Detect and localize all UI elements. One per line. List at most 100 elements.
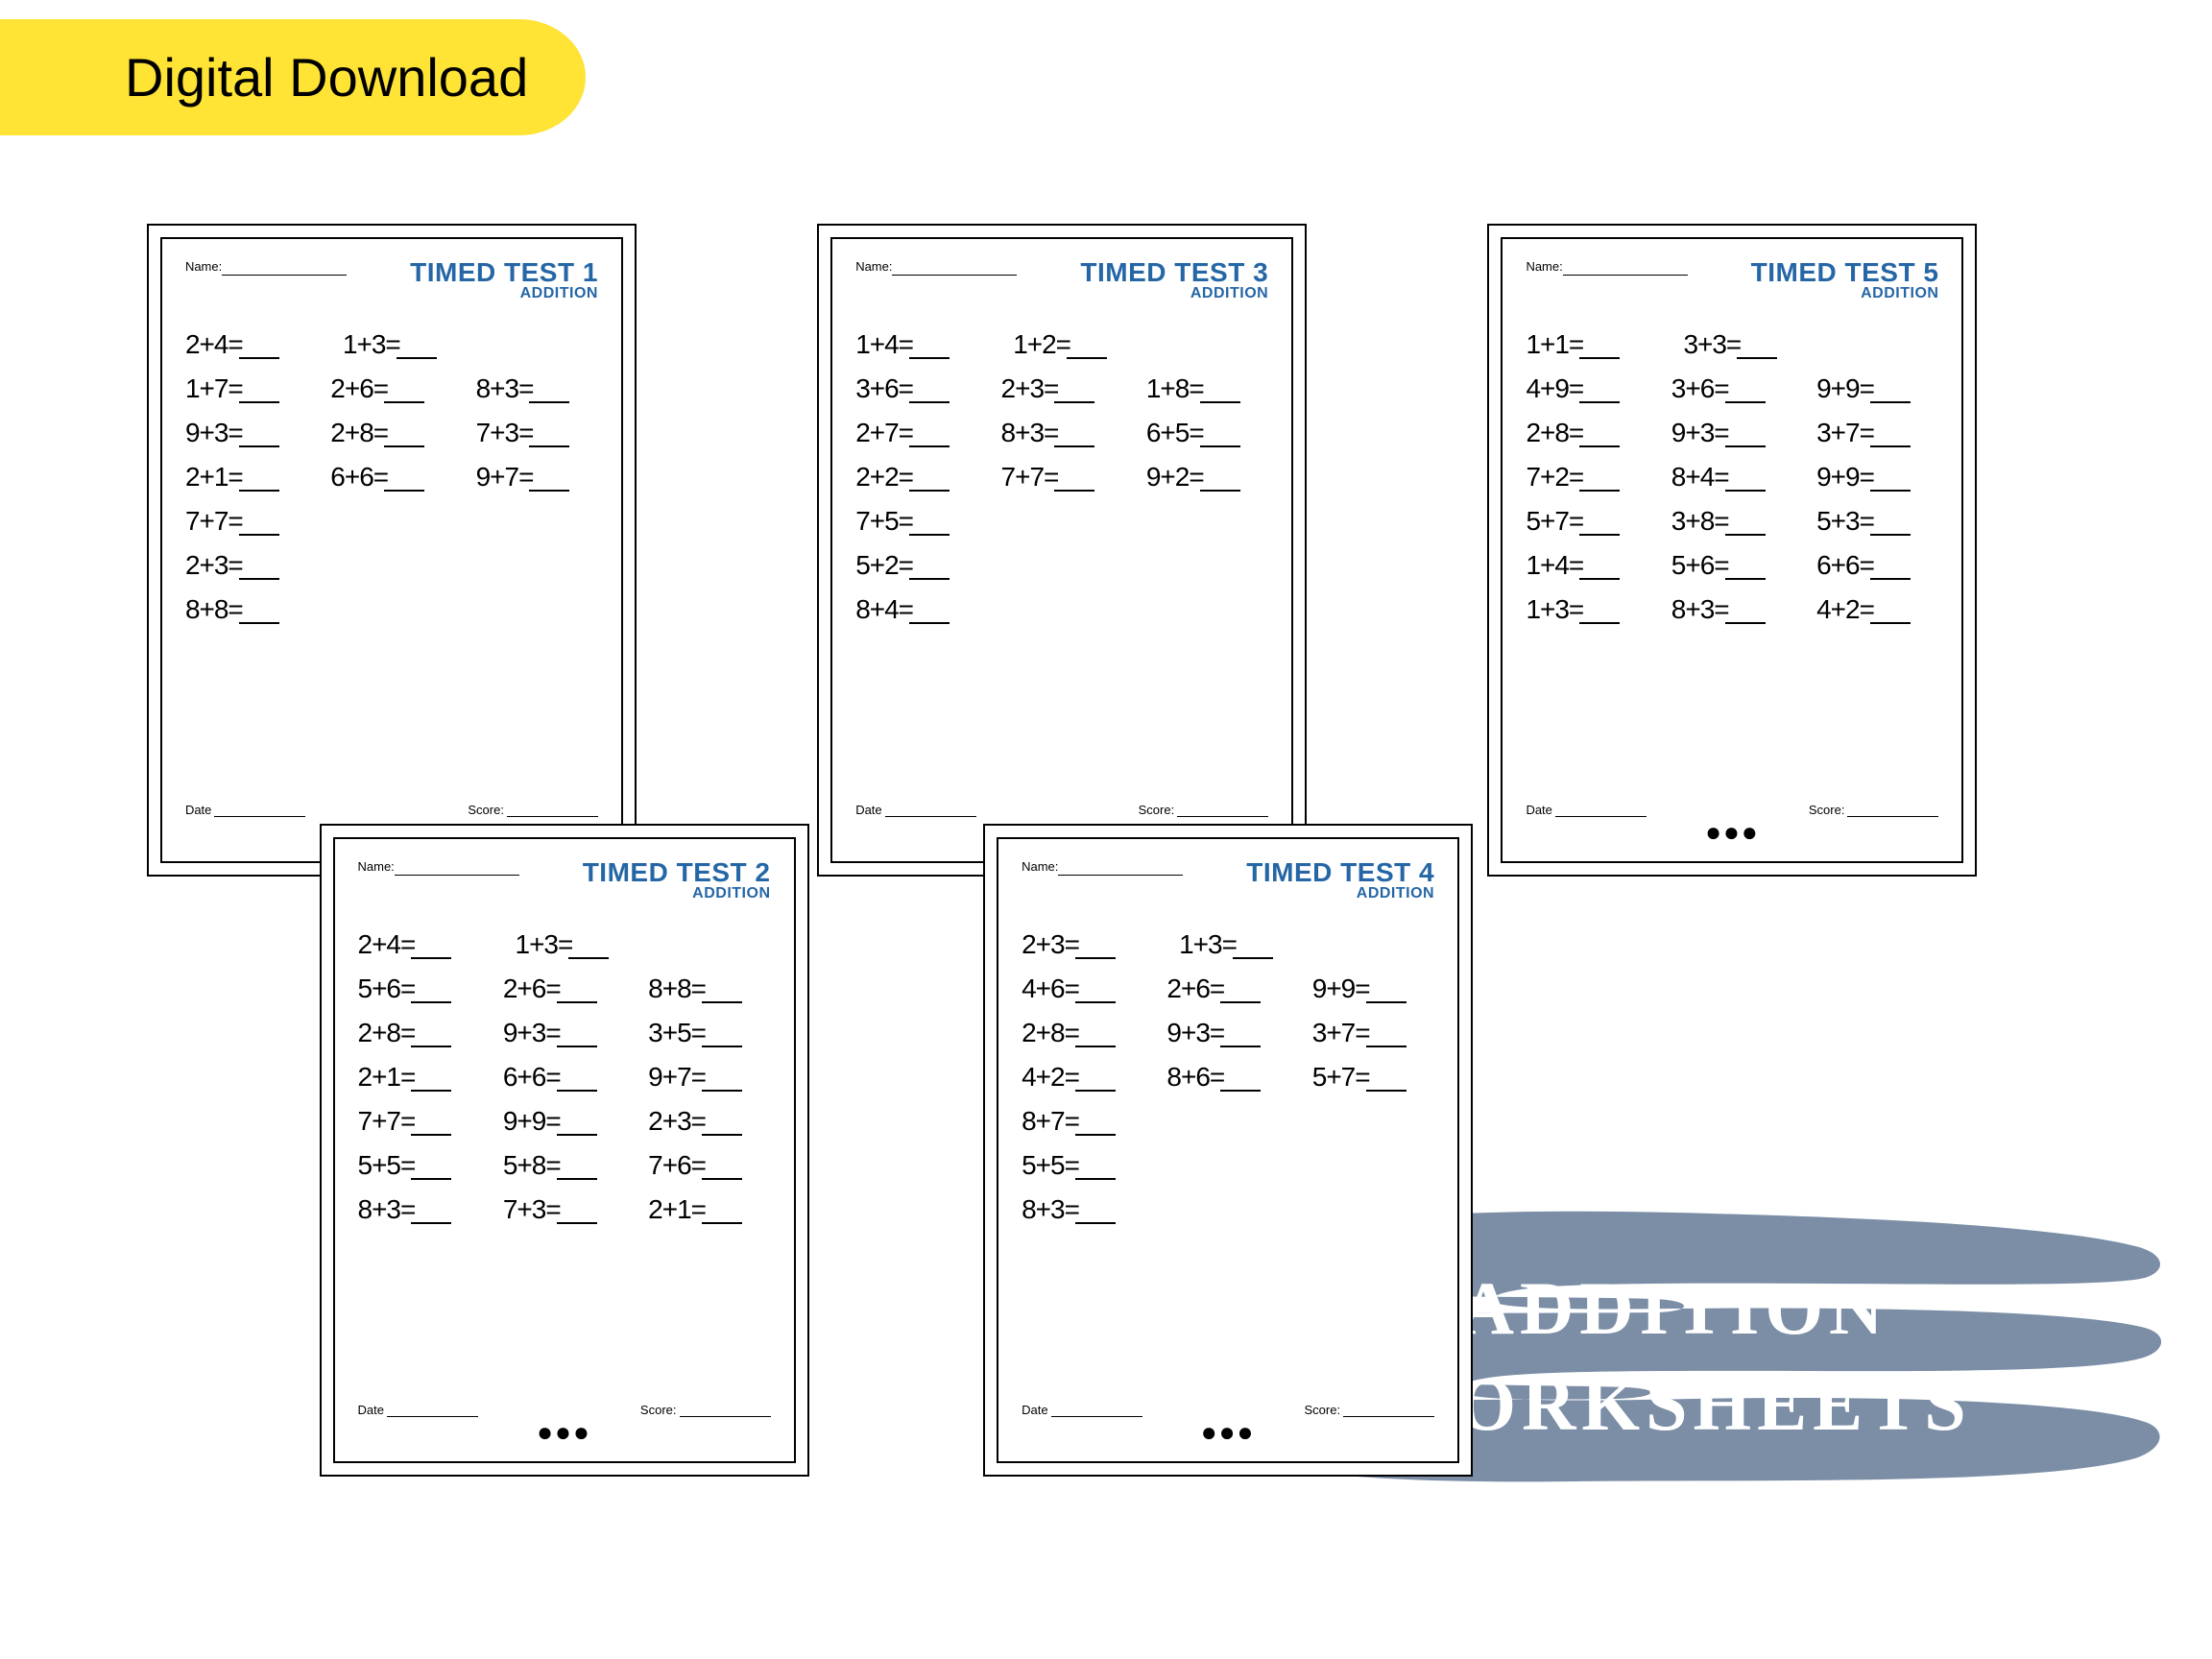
score-field: Score: — [1809, 803, 1939, 817]
addition-problem: 9+2= — [1146, 462, 1268, 493]
addition-problem: 1+3= — [343, 329, 477, 360]
addition-problem: 6+6= — [1816, 550, 1938, 581]
worksheet-row: 1+4=1+2= — [855, 329, 1268, 360]
worksheet: Name:TIMED TEST 5ADDITION1+1=3+3=4+9=3+6… — [1487, 224, 1977, 877]
addition-problem: 2+1= — [648, 1194, 770, 1225]
addition-problem: 2+8= — [330, 418, 452, 448]
name-label: Name: — [358, 859, 395, 874]
addition-problem: 9+3= — [503, 1018, 625, 1048]
addition-problem: 1+7= — [185, 373, 307, 404]
date-field: Date — [1526, 803, 1646, 817]
worksheet-row: 2+8= 9+3= 3+5= — [358, 1018, 771, 1048]
addition-problem: 2+3= — [648, 1106, 770, 1137]
worksheet-row: 4+2=8+6=5+7= — [1022, 1062, 1434, 1093]
worksheet-title: TIMED TEST 5 — [1751, 258, 1939, 286]
addition-problem: 2+8= — [1526, 418, 1647, 448]
addition-problem: 8+8= — [648, 974, 770, 1004]
addition-problem: 9+9= — [1816, 373, 1938, 404]
addition-problem: 7+6= — [648, 1150, 770, 1181]
worksheet-inner: Name:TIMED TEST 5ADDITION1+1=3+3=4+9=3+6… — [1501, 237, 1963, 863]
worksheet-subtitle: ADDITION — [1080, 286, 1268, 302]
worksheet-row: 5+5=5+8=7+6= — [358, 1150, 771, 1181]
addition-problem: 3+3= — [1683, 329, 1817, 360]
addition-problem: 8+6= — [1166, 1062, 1288, 1093]
worksheet-title-block: TIMED TEST 4ADDITION — [1246, 858, 1434, 902]
worksheet-title: TIMED TEST 1 — [410, 258, 598, 286]
addition-problem: 5+2= — [855, 550, 990, 581]
worksheet-footer: DateScore: — [358, 1403, 771, 1417]
addition-problem: 5+5= — [358, 1150, 480, 1181]
dots-icon: ●●● — [335, 1417, 794, 1448]
addition-problem: 3+5= — [648, 1018, 770, 1048]
worksheet-row: 1+3=8+3=4+2= — [1526, 594, 1938, 625]
worksheet: Name:TIMED TEST 4ADDITION2+3=1+3=4+6=2+6… — [983, 824, 1473, 1477]
addition-problem: 2+6= — [1166, 974, 1288, 1004]
worksheet-row: 2+1=6+6=9+7= — [358, 1062, 771, 1093]
digital-download-badge: Digital Download — [0, 19, 586, 135]
addition-problem: 9+9= — [1312, 974, 1434, 1004]
addition-problem: 8+3= — [1001, 418, 1123, 448]
addition-problem: 5+6= — [1671, 550, 1793, 581]
addition-problem: 1+1= — [1526, 329, 1660, 360]
addition-problem: 8+3= — [1022, 1194, 1156, 1225]
worksheet-header: Name: TIMED TEST 3ADDITION — [855, 258, 1268, 302]
worksheet-row: 2+4=1+3= — [185, 329, 598, 360]
addition-problem: 9+3= — [1671, 418, 1793, 448]
worksheet-inner: Name:TIMED TEST 3ADDITION1+4=1+2=3+6=2+3… — [830, 237, 1293, 863]
addition-problem: 8+4= — [1671, 462, 1793, 493]
worksheet-row: 7+5= — [855, 506, 1268, 537]
worksheet-row: 1+1= 3+3= — [1526, 329, 1938, 360]
worksheet-title: TIMED TEST 3 — [1080, 258, 1268, 286]
addition-problem: 3+7= — [1816, 418, 1938, 448]
worksheet-row: 2+2=7+7=9+2= — [855, 462, 1268, 493]
worksheet-problems: 2+3=1+3=4+6=2+6=9+9=2+8=9+3=3+7=4+2=8+6=… — [1022, 929, 1434, 1225]
addition-problem: 1+8= — [1146, 373, 1268, 404]
score-field: Score: — [468, 803, 598, 817]
worksheet-title: TIMED TEST 4 — [1246, 858, 1434, 886]
worksheet-row: 2+7= 8+3= 6+5= — [855, 418, 1268, 448]
worksheet-subtitle: ADDITION — [1246, 886, 1434, 902]
worksheet-footer: Date Score: — [1526, 803, 1938, 817]
addition-problem: 2+3= — [1001, 373, 1123, 404]
addition-problem: 8+4= — [855, 594, 990, 625]
worksheet-row: 5+7= 3+8= 5+3= — [1526, 506, 1938, 537]
addition-problem: 9+3= — [185, 418, 307, 448]
dots-icon: ●●● — [1503, 817, 1961, 848]
addition-problem: 3+8= — [1671, 506, 1793, 537]
addition-problem: 2+6= — [330, 373, 452, 404]
worksheet-row: 2+3= — [185, 550, 598, 581]
addition-problem: 1+3= — [1526, 594, 1647, 625]
addition-problem: 9+7= — [648, 1062, 770, 1093]
worksheet-row: 2+4=1+3= — [358, 929, 771, 960]
addition-problem: 2+7= — [855, 418, 977, 448]
date-field: Date — [185, 803, 305, 817]
worksheet-footer: Date Score: — [185, 803, 598, 817]
worksheet-row: 8+7= — [1022, 1106, 1434, 1137]
name-label: Name: — [855, 259, 892, 274]
worksheet-row: 8+3= — [1022, 1194, 1434, 1225]
worksheet-header: Name:TIMED TEST 5ADDITION — [1526, 258, 1938, 302]
worksheet-row: 1+4=5+6=6+6= — [1526, 550, 1938, 581]
addition-problem: 7+3= — [476, 418, 598, 448]
worksheet-footer: DateScore: — [855, 803, 1268, 817]
score-field: Score: — [640, 1403, 771, 1417]
score-field: Score: — [1305, 1403, 1435, 1417]
worksheet-row: 8+3=7+3=2+1= — [358, 1194, 771, 1225]
worksheet-row: 1+7=2+6=8+3= — [185, 373, 598, 404]
worksheet-row: 8+8= — [185, 594, 598, 625]
addition-problem: 5+7= — [1526, 506, 1647, 537]
addition-problem: 2+8= — [358, 1018, 480, 1048]
worksheet-problems: 1+1=3+3=4+9=3+6=9+9=2+8=9+3=3+7=7+2=8+4=… — [1526, 329, 1938, 625]
worksheet-title-block: TIMED TEST 2ADDITION — [583, 858, 771, 902]
worksheet-problems: 1+4=1+2=3+6=2+3=1+8=2+7=8+3=6+5=2+2=7+7=… — [855, 329, 1268, 625]
addition-problem: 2+2= — [855, 462, 977, 493]
name-label: Name: — [1022, 859, 1058, 874]
addition-problem: 7+5= — [855, 506, 990, 537]
addition-problem: 9+9= — [1816, 462, 1938, 493]
worksheet-header: Name:TIMED TEST 1ADDITION — [185, 258, 598, 302]
addition-problem: 6+5= — [1146, 418, 1268, 448]
name-field: Name: — [855, 258, 1017, 276]
addition-problem: 5+3= — [1816, 506, 1938, 537]
name-field: Name: — [1526, 258, 1687, 276]
worksheet-title: TIMED TEST 2 — [583, 858, 771, 886]
